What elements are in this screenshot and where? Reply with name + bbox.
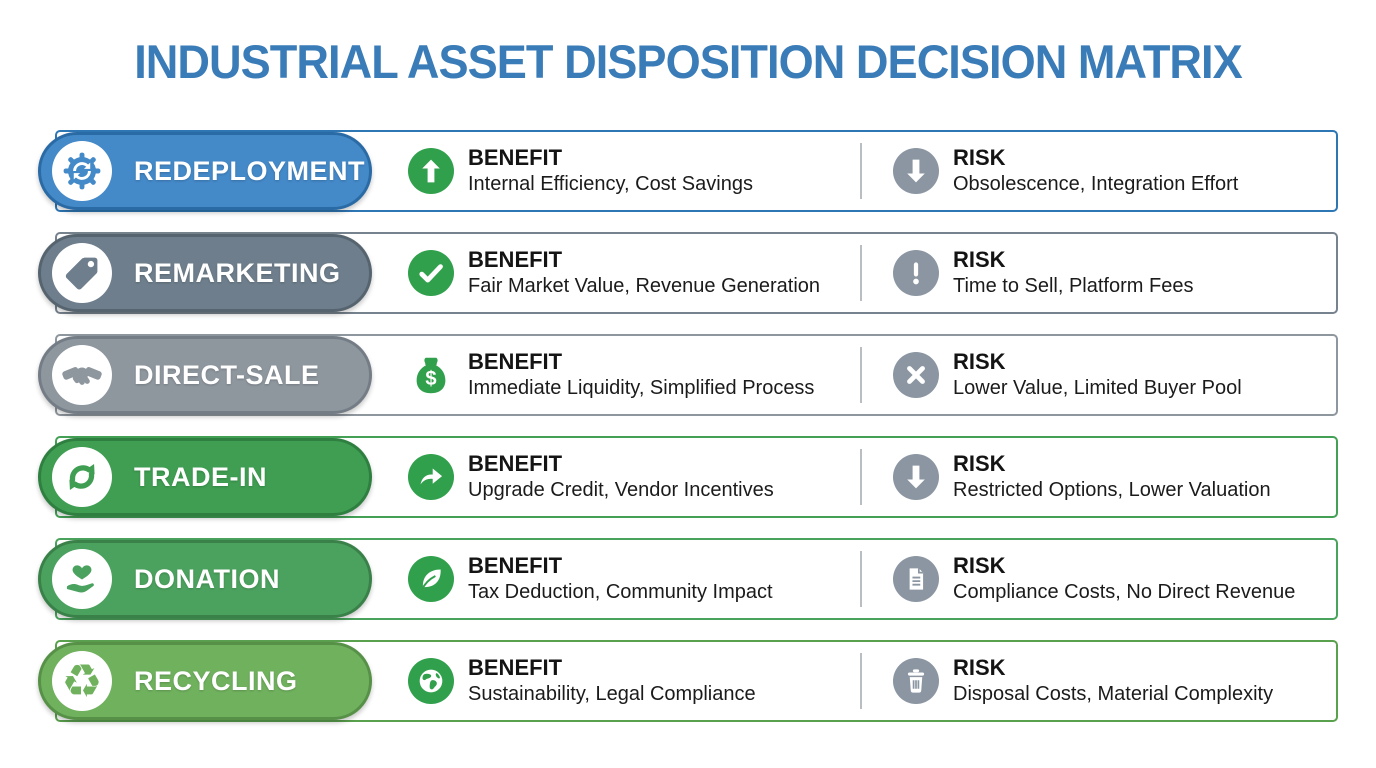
category-pill: DONATION (38, 540, 372, 618)
benefit-cell: BENEFIT Internal Efficiency, Cost Saving… (408, 130, 753, 212)
x-circle-icon (893, 352, 939, 398)
risk-text: Compliance Costs, No Direct Revenue (953, 580, 1296, 603)
row-donation: DONATION BENEFIT Tax Deduction, Communit… (38, 538, 1338, 620)
risk-heading: RISK (953, 553, 1006, 579)
benefit-heading: BENEFIT (468, 349, 563, 375)
row-remarketing: REMARKETING BENEFIT Fair Market Value, R… (38, 232, 1338, 314)
money-bag-icon: $ (408, 352, 454, 398)
price-tag-icon (52, 243, 112, 303)
risk-cell: RISK Disposal Costs, Material Complexity (893, 640, 1273, 722)
category-label: DIRECT-SALE (134, 359, 320, 390)
leaf-circle-icon (408, 556, 454, 602)
risk-cell: RISK Obsolescence, Integration Effort (893, 130, 1238, 212)
row-trade-in: TRADE-IN BENEFIT Upgrade Credit, Vendor … (38, 436, 1338, 518)
cell-divider (860, 245, 862, 301)
risk-text: Lower Value, Limited Buyer Pool (953, 376, 1242, 399)
benefit-heading: BENEFIT (468, 655, 563, 681)
risk-text: Time to Sell, Platform Fees (953, 274, 1194, 297)
document-circle-icon (893, 556, 939, 602)
risk-text: Disposal Costs, Material Complexity (953, 682, 1274, 705)
cell-divider (860, 551, 862, 607)
globe-circle-icon (408, 658, 454, 704)
risk-heading: RISK (953, 655, 1006, 681)
curved-arrow-circle-icon (408, 454, 454, 500)
decision-matrix: REDEPLOYMENT BENEFIT Internal Efficiency… (38, 130, 1338, 742)
risk-heading: RISK (953, 247, 1006, 273)
benefit-cell: BENEFIT Tax Deduction, Community Impact (408, 538, 773, 620)
risk-cell: RISK Time to Sell, Platform Fees (893, 232, 1193, 314)
category-pill: REMARKETING (38, 234, 372, 312)
category-label: REMARKETING (134, 257, 341, 288)
category-label: DONATION (134, 563, 280, 594)
arrow-down-circle-icon (893, 148, 939, 194)
risk-cell: RISK Restricted Options, Lower Valuation (893, 436, 1271, 518)
svg-text:$: $ (425, 368, 436, 390)
gear-sync-icon (52, 141, 112, 201)
row-redeployment: REDEPLOYMENT BENEFIT Internal Efficiency… (38, 130, 1338, 212)
category-label: REDEPLOYMENT (134, 155, 366, 186)
check-circle-icon (408, 250, 454, 296)
benefit-text: Upgrade Credit, Vendor Incentives (468, 478, 774, 501)
recycle-icon: ♻ (52, 651, 112, 711)
row-recycling: ♻ RECYCLING BENEFIT Sustainability, Lega… (38, 640, 1338, 722)
category-pill: DIRECT-SALE (38, 336, 372, 414)
cell-divider (860, 653, 862, 709)
handshake-icon (52, 345, 112, 405)
benefit-text: Immediate Liquidity, Simplified Process (468, 376, 815, 399)
benefit-cell: $ BENEFIT Immediate Liquidity, Simplifie… (408, 334, 814, 416)
benefit-text: Tax Deduction, Community Impact (468, 580, 773, 603)
category-pill: TRADE-IN (38, 438, 372, 516)
category-pill: ♻ RECYCLING (38, 642, 372, 720)
heart-hand-icon (52, 549, 112, 609)
risk-cell: RISK Compliance Costs, No Direct Revenue (893, 538, 1295, 620)
benefit-text: Fair Market Value, Revenue Generation (468, 274, 821, 297)
benefit-heading: BENEFIT (468, 451, 563, 477)
benefit-cell: BENEFIT Sustainability, Legal Compliance (408, 640, 756, 722)
benefit-heading: BENEFIT (468, 553, 563, 579)
arrow-up-circle-icon (408, 148, 454, 194)
cell-divider (860, 449, 862, 505)
risk-heading: RISK (953, 349, 1006, 375)
risk-text: Obsolescence, Integration Effort (953, 172, 1239, 195)
page-title: INDUSTRIAL ASSET DISPOSITION DECISION MA… (134, 35, 1243, 88)
exclamation-circle-icon (893, 250, 939, 296)
benefit-text: Sustainability, Legal Compliance (468, 682, 756, 705)
risk-heading: RISK (953, 451, 1006, 477)
cell-divider (860, 143, 862, 199)
benefit-cell: BENEFIT Upgrade Credit, Vendor Incentive… (408, 436, 774, 518)
benefit-cell: BENEFIT Fair Market Value, Revenue Gener… (408, 232, 820, 314)
benefit-heading: BENEFIT (468, 145, 563, 171)
benefit-heading: BENEFIT (468, 247, 563, 273)
risk-text: Restricted Options, Lower Valuation (953, 478, 1271, 501)
cell-divider (860, 347, 862, 403)
category-label: RECYCLING (134, 665, 298, 696)
category-label: TRADE-IN (134, 461, 267, 492)
arrow-down-circle-icon (893, 454, 939, 500)
risk-cell: RISK Lower Value, Limited Buyer Pool (893, 334, 1242, 416)
risk-heading: RISK (953, 145, 1006, 171)
exchange-arrows-icon (52, 447, 112, 507)
trash-circle-icon (893, 658, 939, 704)
benefit-text: Internal Efficiency, Cost Savings (468, 172, 753, 195)
row-direct-sale: DIRECT-SALE $ BENEFIT Immediate Liquidit… (38, 334, 1338, 416)
category-pill: REDEPLOYMENT (38, 132, 372, 210)
